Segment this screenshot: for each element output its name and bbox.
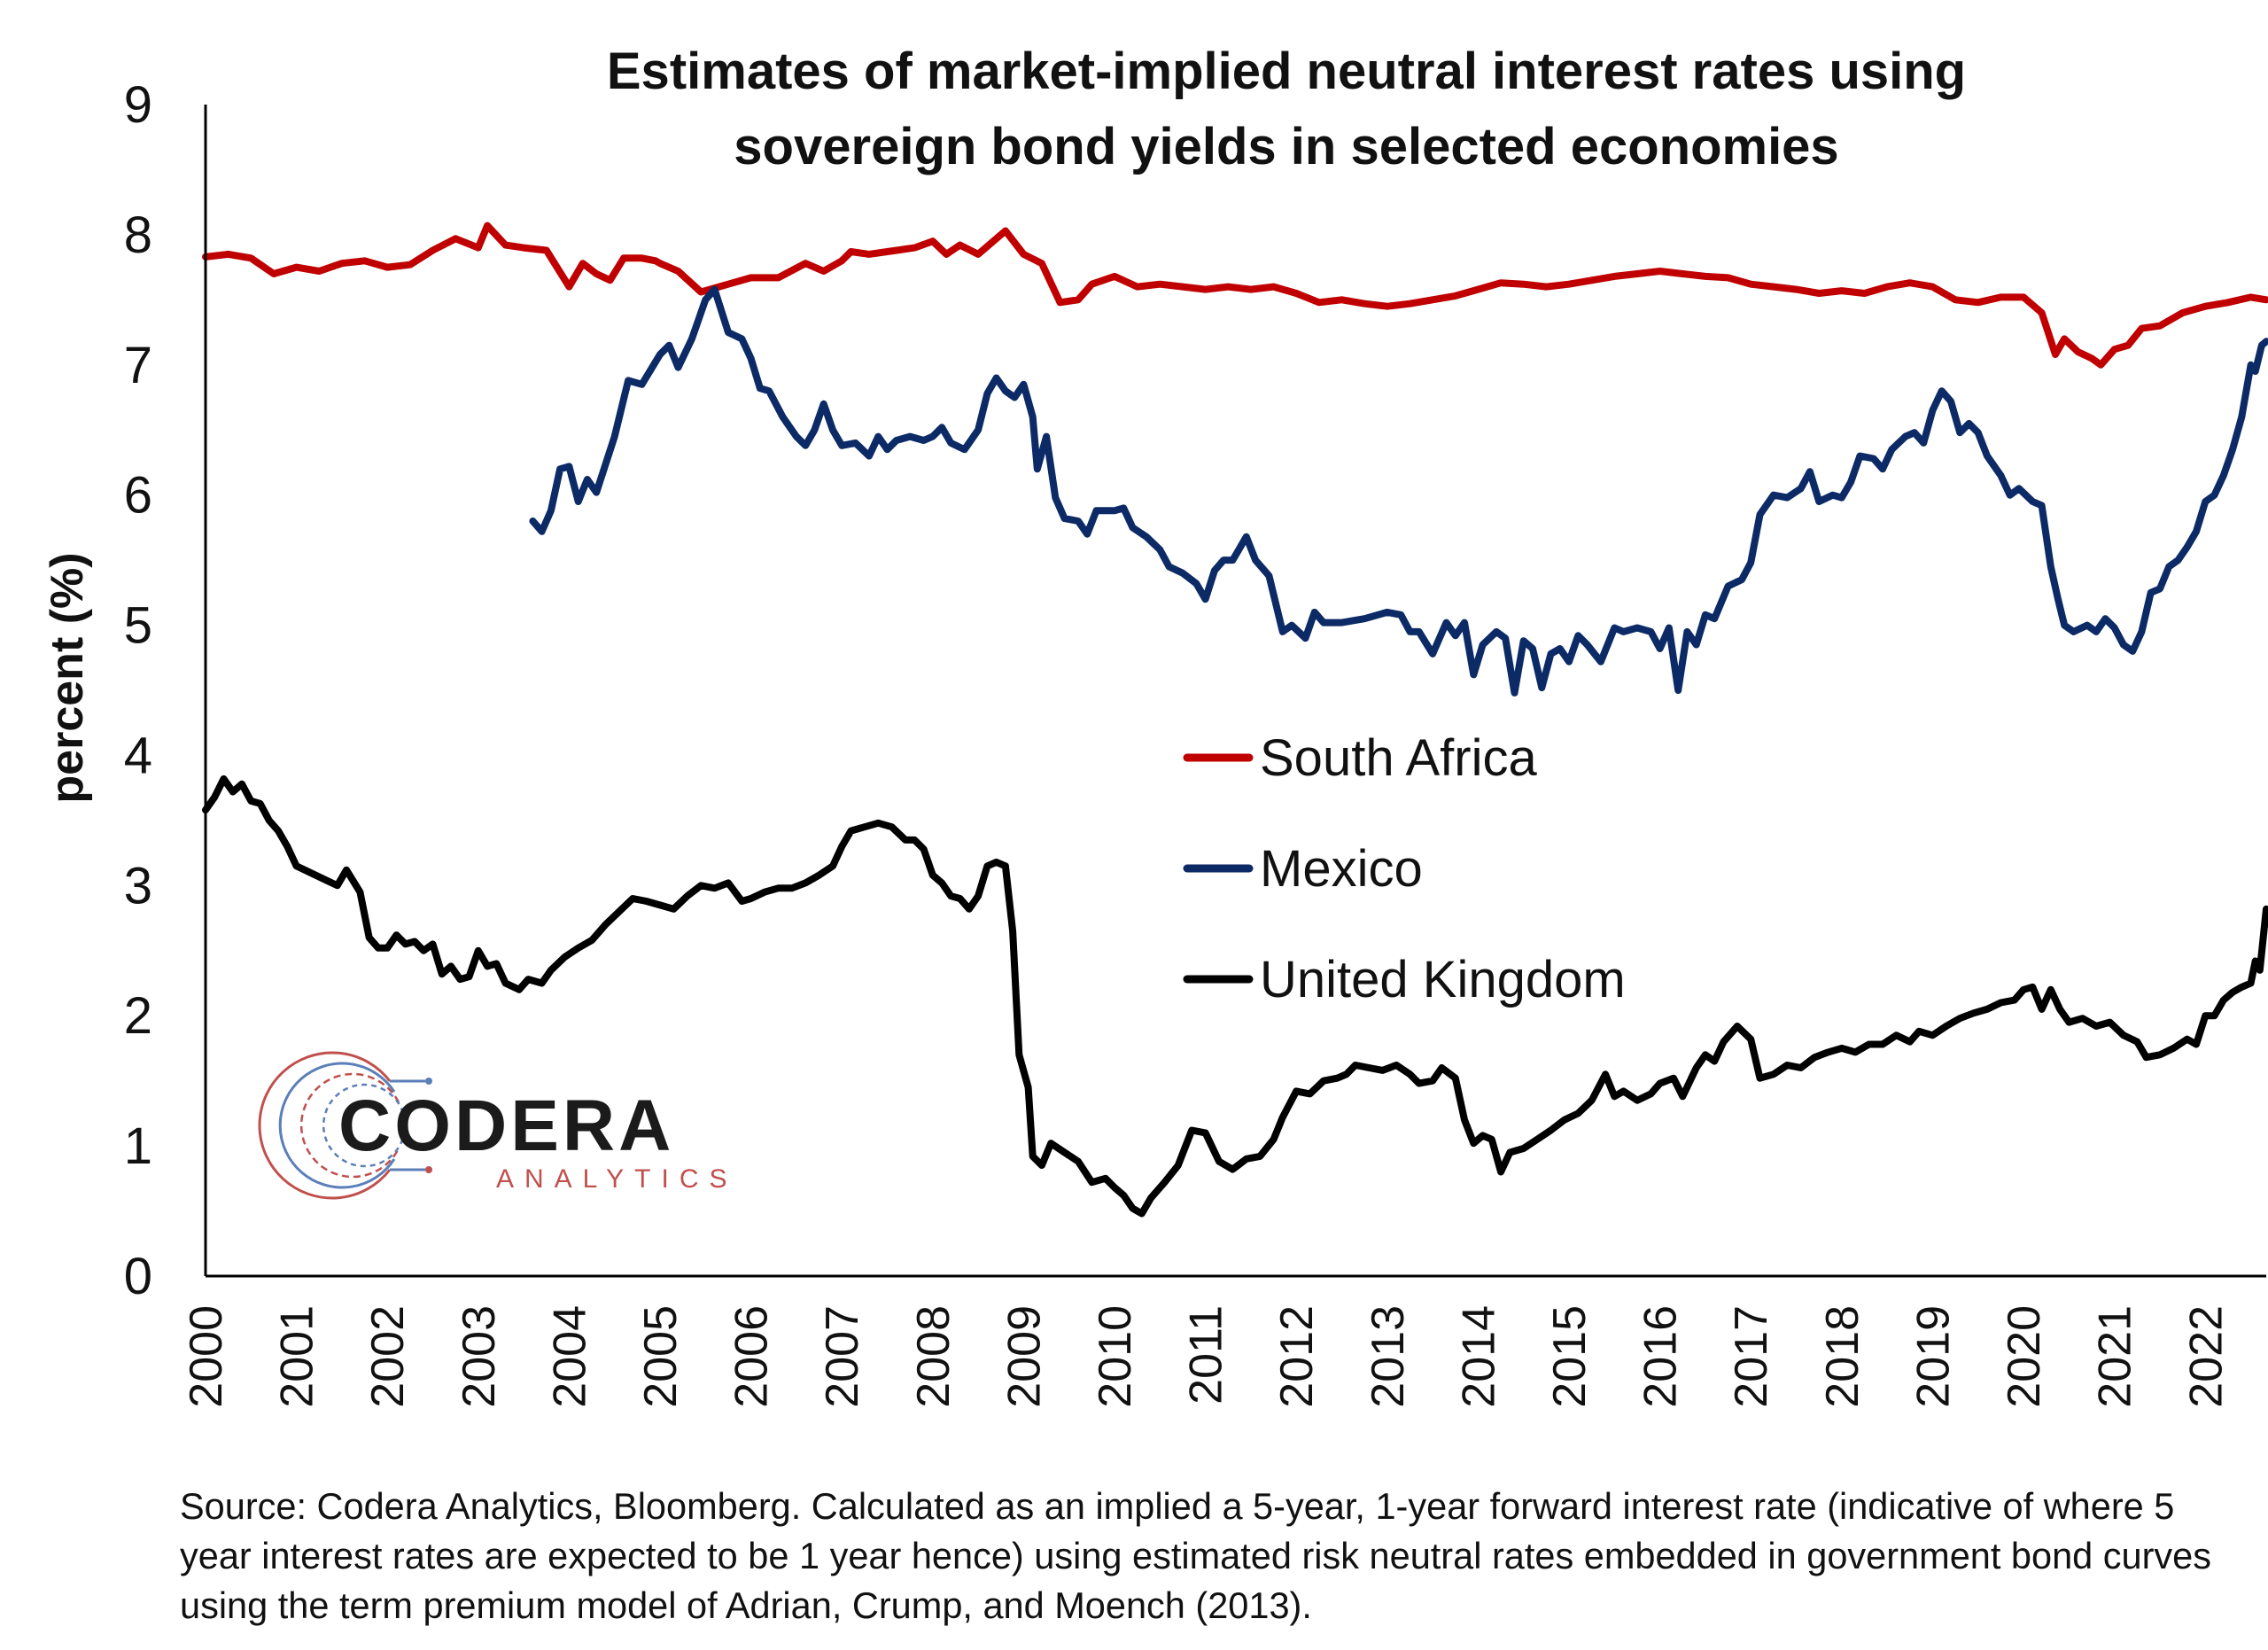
chart-title-group: Estimates of market-implied neutral inte… — [607, 43, 1966, 175]
y-tick-label: 9 — [124, 76, 152, 134]
x-tick-label: 2005 — [635, 1305, 687, 1408]
x-tick-label: 2019 — [1907, 1305, 1959, 1408]
x-tick-label: 2003 — [454, 1305, 505, 1408]
x-tick-label: 2014 — [1453, 1305, 1504, 1408]
axes — [204, 105, 2266, 1278]
x-tick-label: 2010 — [1090, 1305, 1141, 1408]
y-tick-label: 6 — [124, 467, 152, 525]
logo-wordmark: CODERA — [338, 1086, 674, 1166]
x-tick-label: 2011 — [1181, 1305, 1232, 1405]
x-tick-label: 2021 — [2090, 1305, 2141, 1408]
x-tick-label: 2022 — [2180, 1305, 2232, 1408]
x-tick-label: 2012 — [1271, 1305, 1323, 1408]
y-tick-label: 3 — [124, 857, 152, 915]
x-tick-label: 2008 — [908, 1305, 959, 1408]
series-line-south-africa — [202, 222, 2268, 369]
x-tick-label: 2007 — [817, 1305, 868, 1408]
x-tick-label: 2006 — [726, 1305, 778, 1408]
y-tick-label: 2 — [124, 987, 152, 1045]
x-tick-label: 2009 — [998, 1305, 1050, 1408]
source-note: Source: Codera Analytics, Bloomberg. Cal… — [180, 1485, 2211, 1626]
x-tick-label: 2004 — [544, 1305, 595, 1408]
x-tick-labels: 2000 2001 2002 2003 2004 2005 2006 2007 2008 2009… — [181, 1305, 2232, 1408]
y-tick-label: 7 — [124, 337, 152, 394]
logo-mark-icon — [258, 1051, 432, 1200]
y-tick-label: 5 — [124, 597, 152, 655]
chart-title-line-1: Estimates of market-implied neutral inte… — [607, 43, 1966, 100]
codera-logo: CODERA ANALYTICS — [258, 1051, 738, 1200]
x-tick-label: 2018 — [1817, 1305, 1868, 1408]
x-tick-label: 2016 — [1635, 1305, 1687, 1408]
legend: South Africa Mexico United Kingdom — [1183, 729, 1626, 1008]
series-line-united-kingdom — [202, 774, 2268, 1218]
y-tick-label: 1 — [124, 1117, 152, 1175]
y-axis-title: percent (%) — [42, 552, 93, 803]
x-tick-label: 2015 — [1544, 1305, 1596, 1408]
legend-label: Mexico — [1260, 840, 1423, 898]
legend-label: United Kingdom — [1260, 951, 1626, 1008]
legend-label: South Africa — [1260, 729, 1537, 787]
y-tick-label: 8 — [124, 206, 152, 264]
x-tick-label: 2002 — [362, 1305, 414, 1408]
x-tick-label: 2020 — [1999, 1305, 2050, 1408]
x-tick-label: 2013 — [1363, 1305, 1414, 1408]
x-tick-label: 2001 — [272, 1305, 323, 1408]
y-axis-title-group: percent (%) — [42, 552, 93, 803]
y-tick-label: 0 — [124, 1248, 152, 1305]
y-tick-label: 4 — [124, 727, 152, 784]
y-tick-labels: 0 1 2 3 4 5 6 7 8 9 — [124, 76, 152, 1305]
logo-tagline: ANALYTICS — [496, 1164, 738, 1194]
series-lines — [202, 222, 2268, 1218]
series-line-mexico — [529, 285, 2268, 697]
chart-title-line-2: sovereign bond yields in selected econom… — [734, 118, 1838, 175]
x-tick-label: 2017 — [1726, 1305, 1777, 1408]
x-tick-label: 2000 — [181, 1305, 232, 1408]
